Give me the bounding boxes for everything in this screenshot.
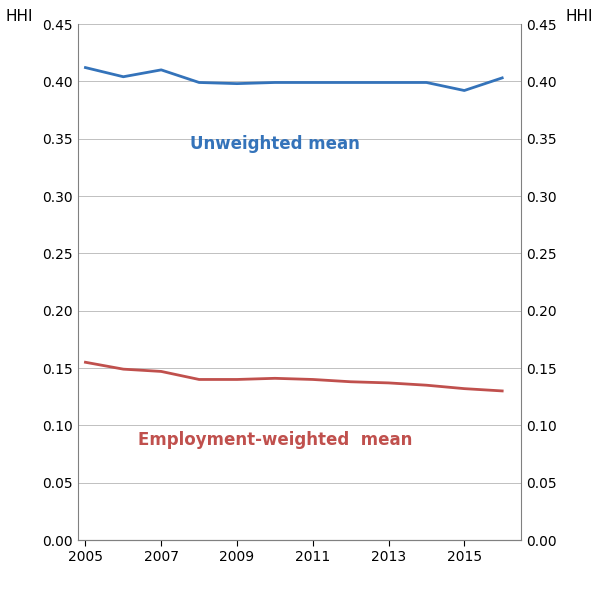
Text: Unweighted mean: Unweighted mean — [190, 136, 360, 154]
Text: Employment-weighted  mean: Employment-weighted mean — [138, 431, 412, 449]
Text: HHI: HHI — [6, 9, 34, 24]
Text: HHI: HHI — [565, 9, 593, 24]
